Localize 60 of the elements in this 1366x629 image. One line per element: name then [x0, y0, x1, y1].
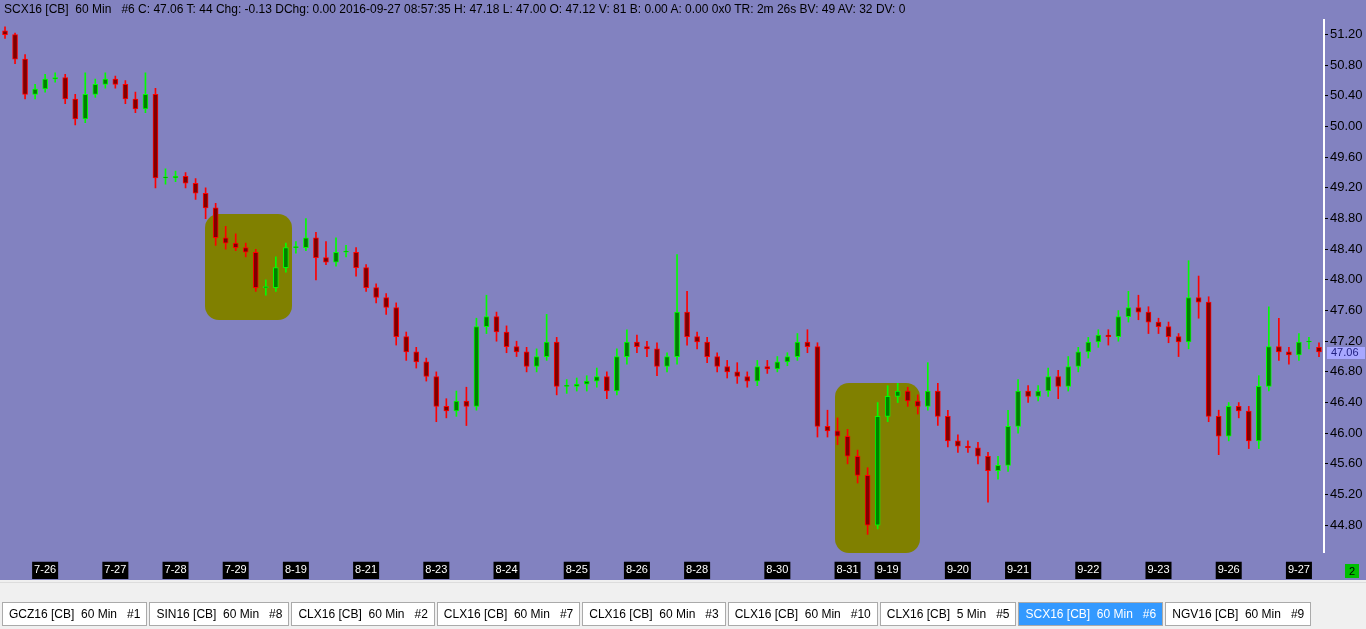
x-tick-label: 7-26 — [34, 563, 57, 576]
text: NGV16 [CB] 60 Min #9 — [1165, 602, 1312, 626]
x-tick-label: 8-21 — [355, 563, 378, 576]
x-tick-label: 8-19 — [284, 563, 307, 576]
x-tick-label: 9-20 — [946, 563, 969, 576]
y-tick-label: 50.40 — [1330, 87, 1363, 103]
text: CLX16 [CB] 60 Min #10 — [727, 602, 878, 626]
text: 2 — [1345, 564, 1360, 578]
candlestick — [734, 362, 741, 384]
candlestick — [764, 360, 771, 374]
y-tick-label: 44.80 — [1330, 516, 1363, 532]
y-tick-label: 50.80 — [1330, 56, 1363, 72]
text: GCZ16 [CB] 60 Min #1 — [2, 602, 148, 626]
text: CLX16 [CB] 5 Min #5 — [879, 602, 1017, 626]
x-tick-label: 8-26 — [625, 563, 648, 576]
candlestick — [222, 225, 229, 250]
x-tick-label: 9-19 — [876, 563, 899, 576]
y-tick-label: 46.40 — [1330, 394, 1363, 410]
candlestick — [995, 455, 1001, 480]
candlestick — [323, 241, 329, 265]
text: CLX16 [CB] 60 Min #7 — [436, 602, 581, 626]
x-tick-label: 9-22 — [1077, 563, 1100, 576]
y-tick-label: 49.20 — [1330, 179, 1363, 195]
text: SCX16 [CB] 60 Min #6 — [1018, 602, 1164, 626]
y-tick-label: 48.80 — [1330, 210, 1363, 226]
text: SIN16 [CB] 60 Min #8 — [149, 602, 290, 626]
x-tick-label: 7-29 — [224, 563, 247, 576]
y-tick-label: 51.20 — [1330, 26, 1363, 42]
y-tick-label: 50.00 — [1330, 118, 1363, 134]
candlestick — [1306, 337, 1312, 350]
candlestick — [593, 367, 600, 388]
x-tick-label: 8-24 — [495, 563, 518, 576]
x-tick-label: 9-26 — [1217, 563, 1240, 576]
y-tick-label: 47.20 — [1330, 332, 1363, 348]
annotation: 47.06 — [1331, 345, 1359, 358]
y-tick-label: 47.60 — [1330, 302, 1363, 318]
y-tick-label: 45.60 — [1330, 455, 1363, 471]
candlestick — [1276, 317, 1282, 361]
x-tick-label: 8-31 — [836, 563, 859, 576]
text: CLX16 [CB] 60 Min #3 — [582, 602, 726, 626]
x-tick-label: 8-23 — [425, 563, 448, 576]
chart-title: SCX16 [CB] 60 Min #6 C: 47.06 T: 44 Chg: -0.13 DChg: 0.00 2016-09-27 08:57:35 H: 47.18 L: 47.00 O: 47.12 V: 81 B: 0.00 A: 0.00 0x0 TR: 2m 26s BV: 49 AV: 32 DV: 0 — [4, 2, 906, 16]
x-tick-label: 9-23 — [1147, 563, 1170, 576]
y-tick-label: 45.20 — [1330, 486, 1363, 502]
x-tick-label: 8-28 — [686, 563, 709, 576]
x-tick-label: 9-21 — [1007, 563, 1030, 576]
y-tick-label: 48.00 — [1330, 271, 1363, 287]
x-tick-label: 7-27 — [104, 563, 127, 576]
x-tick-label: 7-28 — [164, 563, 187, 576]
y-tick-label: 48.40 — [1330, 240, 1363, 256]
y-tick-label: 46.00 — [1330, 424, 1363, 440]
y-tick-label: 46.80 — [1330, 363, 1363, 379]
candlestick — [293, 241, 299, 254]
x-tick-label: 8-25 — [565, 563, 588, 576]
text: CLX16 [CB] 60 Min #2 — [291, 602, 435, 626]
x-tick-label: 8-30 — [766, 563, 789, 576]
x-tick-label: 9-27 — [1287, 563, 1310, 576]
y-tick-label: 49.60 — [1330, 148, 1363, 164]
candlestick — [343, 245, 349, 258]
candlestick — [644, 340, 650, 357]
